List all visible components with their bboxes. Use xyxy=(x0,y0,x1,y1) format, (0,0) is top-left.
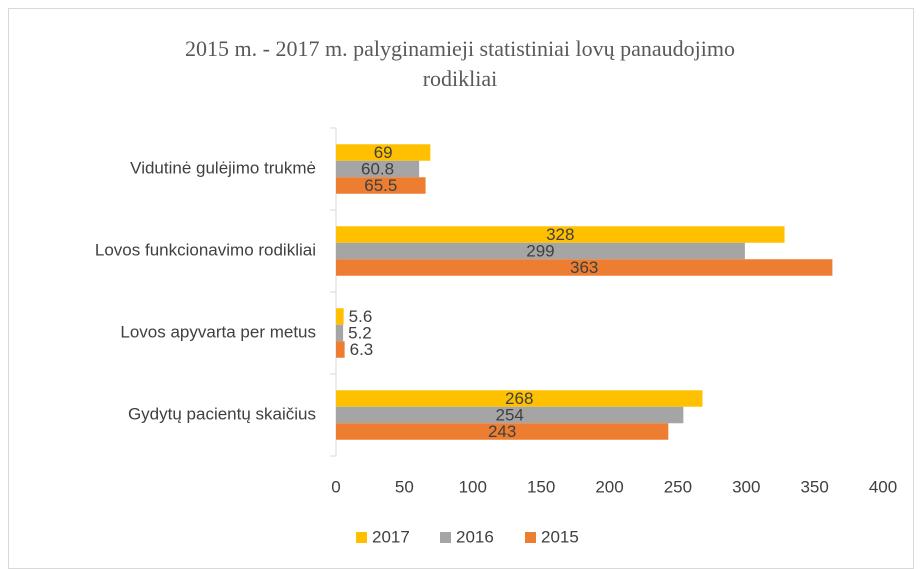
bar xyxy=(336,242,745,260)
x-tick-label: 400 xyxy=(869,477,897,496)
bar xyxy=(336,390,703,407)
bar xyxy=(336,341,345,358)
data-label: 268 xyxy=(505,389,533,408)
bar xyxy=(336,226,785,243)
data-label: 60.8 xyxy=(361,159,394,178)
data-label: 243 xyxy=(488,422,516,441)
bar xyxy=(336,259,833,276)
bar xyxy=(336,308,344,325)
x-tick-label: 200 xyxy=(595,477,623,496)
legend-label: 2016 xyxy=(456,527,494,546)
bar xyxy=(336,423,669,440)
bar xyxy=(336,177,426,194)
data-label: 328 xyxy=(546,225,574,244)
y-tick-label: Gydytų pacientų skaičius xyxy=(128,404,316,423)
bar xyxy=(336,144,431,161)
data-label: 5.6 xyxy=(349,307,373,326)
data-label: 69 xyxy=(374,143,393,162)
bar xyxy=(336,406,684,424)
x-tick-label: 50 xyxy=(395,477,414,496)
data-label: 5.2 xyxy=(348,323,372,342)
y-tick-label: Lovos funkcionavimo rodikliai xyxy=(95,240,316,259)
x-tick-label: 300 xyxy=(732,477,760,496)
data-label: 65.5 xyxy=(364,176,397,195)
chart-title: 2015 m. - 2017 m. palyginamieji statisti… xyxy=(185,36,735,91)
legend-label: 2015 xyxy=(541,527,579,546)
legend-label: 2017 xyxy=(372,527,410,546)
legend-swatch xyxy=(525,532,536,543)
bar xyxy=(336,160,420,178)
y-tick-label: Lovos apyvarta per metus xyxy=(120,322,316,341)
data-label: 254 xyxy=(495,405,523,424)
bar xyxy=(336,324,344,342)
y-tick-label: Vidutinė gulėjimo trukmė xyxy=(130,158,316,177)
x-tick-label: 350 xyxy=(800,477,828,496)
data-label: 363 xyxy=(570,258,598,277)
x-tick-label: 100 xyxy=(459,477,487,496)
legend-swatch xyxy=(356,532,367,543)
data-label: 299 xyxy=(526,241,554,260)
x-tick-label: 250 xyxy=(664,477,692,496)
legend-swatch xyxy=(440,532,451,543)
data-label: 6.3 xyxy=(350,340,374,359)
x-tick-label: 0 xyxy=(331,477,340,496)
x-tick-label: 150 xyxy=(527,477,555,496)
